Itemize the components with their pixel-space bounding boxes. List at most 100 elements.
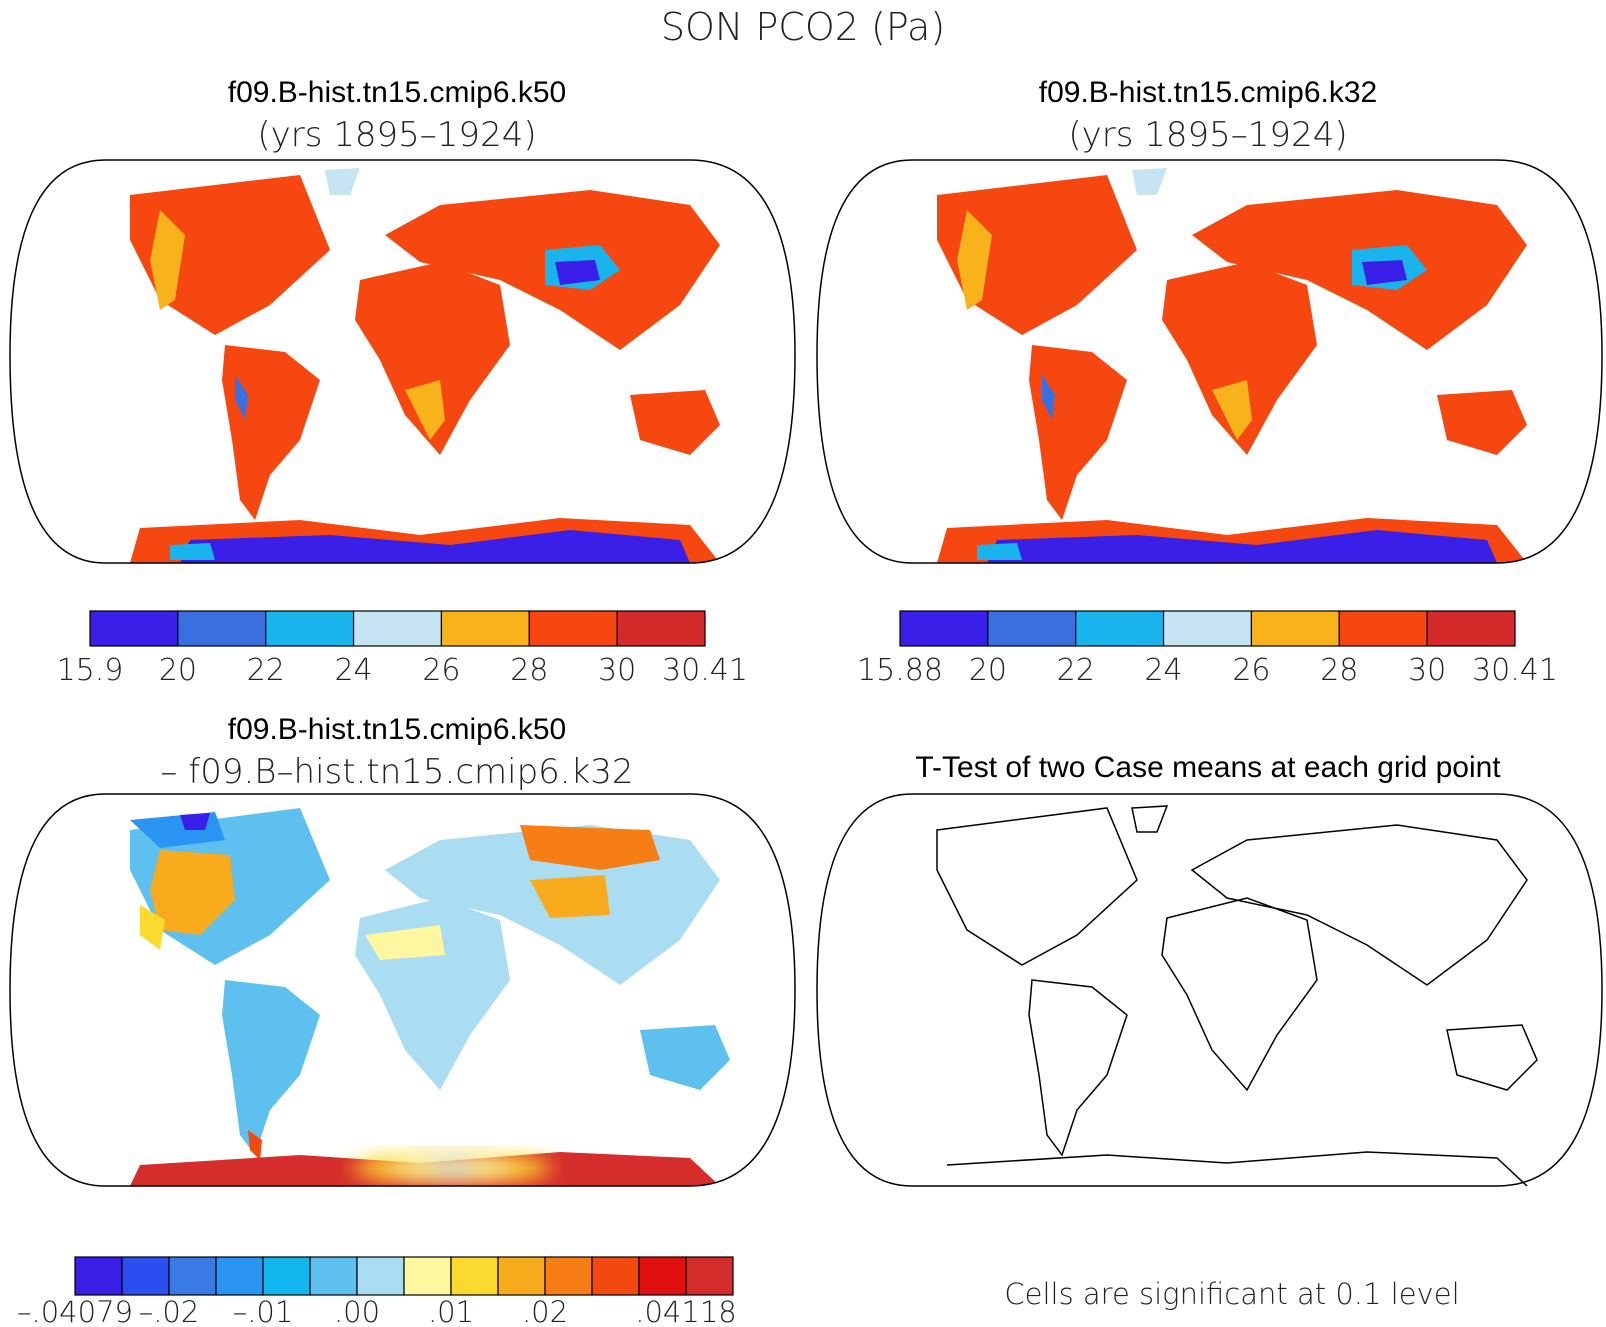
continent-fill — [248, 1130, 262, 1160]
colorbar-tick-label: 15.88 — [857, 653, 943, 688]
colorbar-swatch — [1162, 610, 1253, 647]
map-frame — [9, 159, 796, 564]
colorbar-swatch — [168, 1256, 217, 1296]
continent-fill — [640, 1025, 730, 1090]
continent-fill — [1437, 390, 1527, 455]
colorbar-swatch — [497, 1256, 546, 1296]
colorbar-swatch — [1250, 610, 1340, 647]
continent-outline — [1131, 805, 1169, 833]
continent-fill — [937, 175, 1137, 335]
colorbar-swatch — [1426, 610, 1516, 647]
colorbar-tick-label: 22 — [1057, 653, 1095, 688]
map-field — [937, 168, 1527, 563]
panel-top-right: f09.B-hist.tn15.cmip6.k32 (yrs 1895–1924… — [816, 76, 1603, 688]
continent-fill — [150, 850, 235, 935]
colorbar-swatch — [616, 610, 706, 647]
panel-subtitle: – f09.B–hist.tn15.cmip6.k32 — [160, 752, 633, 792]
colorbar: 15.88 20 22 24 26 28 30 30.41 — [857, 610, 1558, 688]
continent-outline — [1190, 824, 1528, 986]
continent-fill — [957, 210, 992, 310]
colorbar-tick-label: 22 — [247, 653, 285, 688]
colorbar-tick-label: .00 — [334, 1295, 380, 1327]
colorbar-swatch — [591, 1256, 640, 1296]
continent-fill — [222, 345, 320, 520]
colorbar-swatch — [450, 1256, 499, 1296]
colorbar-tick-label: 28 — [510, 653, 548, 688]
continent-fill — [1029, 345, 1127, 520]
panel-top-left: f09.B-hist.tn15.cmip6.k50 (yrs 1895–1924… — [9, 76, 796, 688]
colorbar-tick-label: 30 — [598, 653, 636, 688]
continent-fill — [1132, 168, 1167, 195]
colorbar: –.04079 –.02 –.01 .00 .01 .02 .04118 — [17, 1256, 737, 1327]
continent-fill — [365, 925, 445, 960]
colorbar-tick-label: –.01 — [233, 1295, 294, 1327]
continent-outline — [936, 807, 1138, 966]
colorbar-tick-label: 24 — [1144, 653, 1182, 688]
continent-fill — [180, 530, 690, 563]
colorbar-tick-label: .02 — [522, 1295, 568, 1327]
continent-fill — [130, 175, 330, 335]
panel-bottom-right: T-Test of two Case means at each grid po… — [816, 751, 1603, 1311]
continent-outline — [946, 1151, 1528, 1187]
continent-fill — [1212, 380, 1252, 440]
colorbar-swatch — [403, 1256, 452, 1296]
continent-outline — [1028, 979, 1128, 1157]
colorbar-tick-label: 24 — [334, 653, 372, 688]
colorbar-swatch — [1075, 610, 1165, 647]
colorbar-swatch — [987, 610, 1077, 647]
continent-fill — [170, 543, 215, 560]
colorbar-tick-label: –.02 — [139, 1295, 200, 1327]
panel-title: T-Test of two Case means at each grid po… — [915, 751, 1501, 784]
continent-fill — [530, 875, 610, 918]
colorbar-swatch — [544, 1256, 593, 1296]
colorbar-tick-label: 30 — [1408, 653, 1446, 688]
colorbar-swatch — [638, 1256, 687, 1296]
continent-fill — [235, 375, 248, 420]
colorbar-swatch — [352, 610, 443, 647]
colorbar-tick-label: 15.9 — [57, 653, 124, 688]
continent-fill — [1042, 375, 1055, 420]
continent-fill — [180, 813, 210, 830]
panel-subtitle: (yrs 1895–1924) — [257, 115, 536, 155]
colorbar-swatch — [356, 1256, 405, 1296]
colorbar-tick-label: 30.41 — [662, 653, 748, 688]
continent-fill — [1362, 260, 1407, 285]
colorbar-swatch — [440, 610, 530, 647]
continent-fill — [630, 390, 720, 455]
colorbar-tick-label: –.04079 — [17, 1295, 133, 1327]
continent-fill — [520, 825, 660, 870]
colorbar-swatch — [265, 610, 355, 647]
continent-fill — [150, 210, 185, 310]
continent-fill — [325, 168, 360, 195]
colorbar-swatch — [215, 1256, 264, 1296]
map-field — [130, 168, 720, 563]
continent-fill — [140, 905, 165, 950]
colorbar-tick-label: 20 — [159, 653, 197, 688]
colorbar-swatch — [89, 610, 179, 647]
continent-fill — [405, 380, 445, 440]
colorbar-tick-label: 26 — [1232, 653, 1270, 688]
colorbar-swatch — [309, 1256, 358, 1296]
colorbar-swatch — [177, 610, 267, 647]
colorbar-swatch — [528, 610, 618, 647]
panel-title: f09.B-hist.tn15.cmip6.k50 — [228, 76, 567, 109]
panel-subtitle: (yrs 1895–1924) — [1068, 115, 1347, 155]
colorbar-swatch — [262, 1256, 311, 1296]
map-frame — [816, 159, 1603, 564]
colorbar-tick-label: 26 — [422, 653, 460, 688]
panel-bottom-left: f09.B-hist.tn15.cmip6.k50 – f09.B–hist.t… — [9, 713, 796, 1327]
colorbar-tick-label: 30.41 — [1472, 653, 1558, 688]
continent-fill — [355, 262, 510, 455]
continent-fill — [1162, 262, 1317, 455]
figure-title: SON PCO2 (Pa) — [661, 5, 945, 49]
colorbar: 15.9 20 22 24 26 28 30 30.41 — [57, 610, 748, 688]
panel-title: f09.B-hist.tn15.cmip6.k32 — [1039, 76, 1378, 109]
map-frame — [816, 793, 1603, 1187]
continent-fill — [555, 260, 600, 285]
continent-fill — [977, 543, 1022, 560]
colorbar-swatch — [685, 1256, 734, 1296]
colorbar-tick-label: 20 — [969, 653, 1007, 688]
significance-note: Cells are significant at 0.1 level — [1004, 1277, 1459, 1311]
colorbar-swatch — [121, 1256, 170, 1296]
